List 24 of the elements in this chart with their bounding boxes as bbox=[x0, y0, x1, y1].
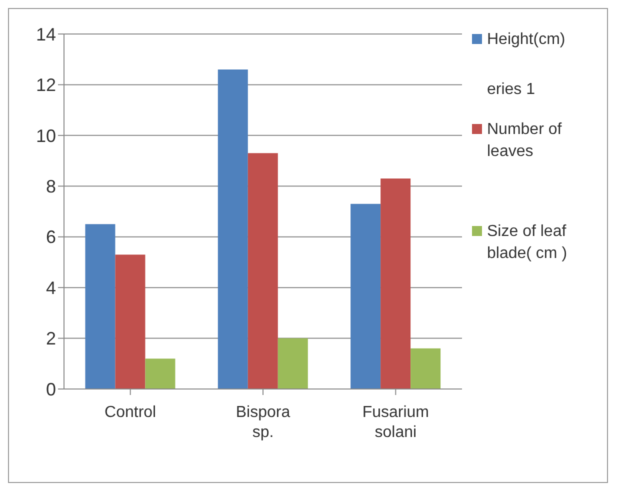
x-tick-label: Bispora sp. bbox=[236, 404, 290, 441]
bar bbox=[85, 224, 116, 389]
y-tick-label: 0 bbox=[46, 379, 56, 400]
bar bbox=[145, 358, 176, 389]
legend-label: Height(cm) bbox=[487, 30, 566, 50]
y-tick-label: 4 bbox=[46, 278, 56, 298]
y-tick-label: 14 bbox=[36, 24, 56, 44]
bar bbox=[278, 338, 308, 389]
y-tick-label: 6 bbox=[46, 227, 56, 248]
bar bbox=[380, 178, 411, 389]
bar bbox=[248, 153, 278, 389]
y-tick-label: 10 bbox=[36, 126, 56, 146]
y-tick-label: 12 bbox=[36, 75, 56, 96]
x-tick-label: Control bbox=[104, 404, 156, 421]
bar bbox=[410, 348, 441, 389]
x-tick-label: Fusarium solani bbox=[362, 404, 430, 441]
bar bbox=[115, 254, 146, 389]
y-tick-label: 8 bbox=[46, 176, 56, 197]
bar bbox=[218, 70, 248, 389]
legend-label: Size of leaf blade( cm ) bbox=[487, 222, 568, 264]
legend-label: Number of leaves bbox=[487, 120, 563, 162]
text: eries 1 bbox=[487, 81, 536, 99]
y-tick-label: 2 bbox=[46, 328, 56, 349]
bar bbox=[350, 204, 381, 389]
